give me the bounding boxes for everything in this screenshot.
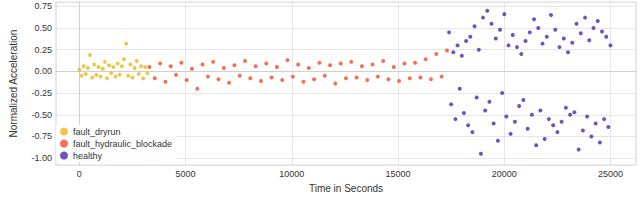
svg-text:-0.25: -0.25 xyxy=(31,88,52,98)
svg-text:0: 0 xyxy=(77,169,82,179)
svg-text:fault_hydraulic_blockade: fault_hydraulic_blockade xyxy=(73,139,172,149)
svg-text:10000: 10000 xyxy=(279,169,304,179)
svg-text:20000: 20000 xyxy=(492,169,517,179)
svg-text:5000: 5000 xyxy=(176,169,196,179)
svg-text:0.25: 0.25 xyxy=(34,45,52,55)
svg-text:-0.50: -0.50 xyxy=(31,110,52,120)
svg-text:-1.00: -1.00 xyxy=(31,153,52,163)
svg-text:0.00: 0.00 xyxy=(34,66,52,76)
svg-text:0.75: 0.75 xyxy=(34,1,52,11)
svg-text:25000: 25000 xyxy=(598,169,623,179)
svg-text:Normalized Acceleration: Normalized Acceleration xyxy=(8,30,19,138)
svg-text:0.50: 0.50 xyxy=(34,23,52,33)
svg-text:15000: 15000 xyxy=(386,169,411,179)
svg-text:fault_dryrun: fault_dryrun xyxy=(73,127,121,137)
svg-text:Time in Seconds: Time in Seconds xyxy=(309,183,383,194)
svg-text:healthy: healthy xyxy=(73,151,103,161)
svg-text:-0.75: -0.75 xyxy=(31,131,52,141)
